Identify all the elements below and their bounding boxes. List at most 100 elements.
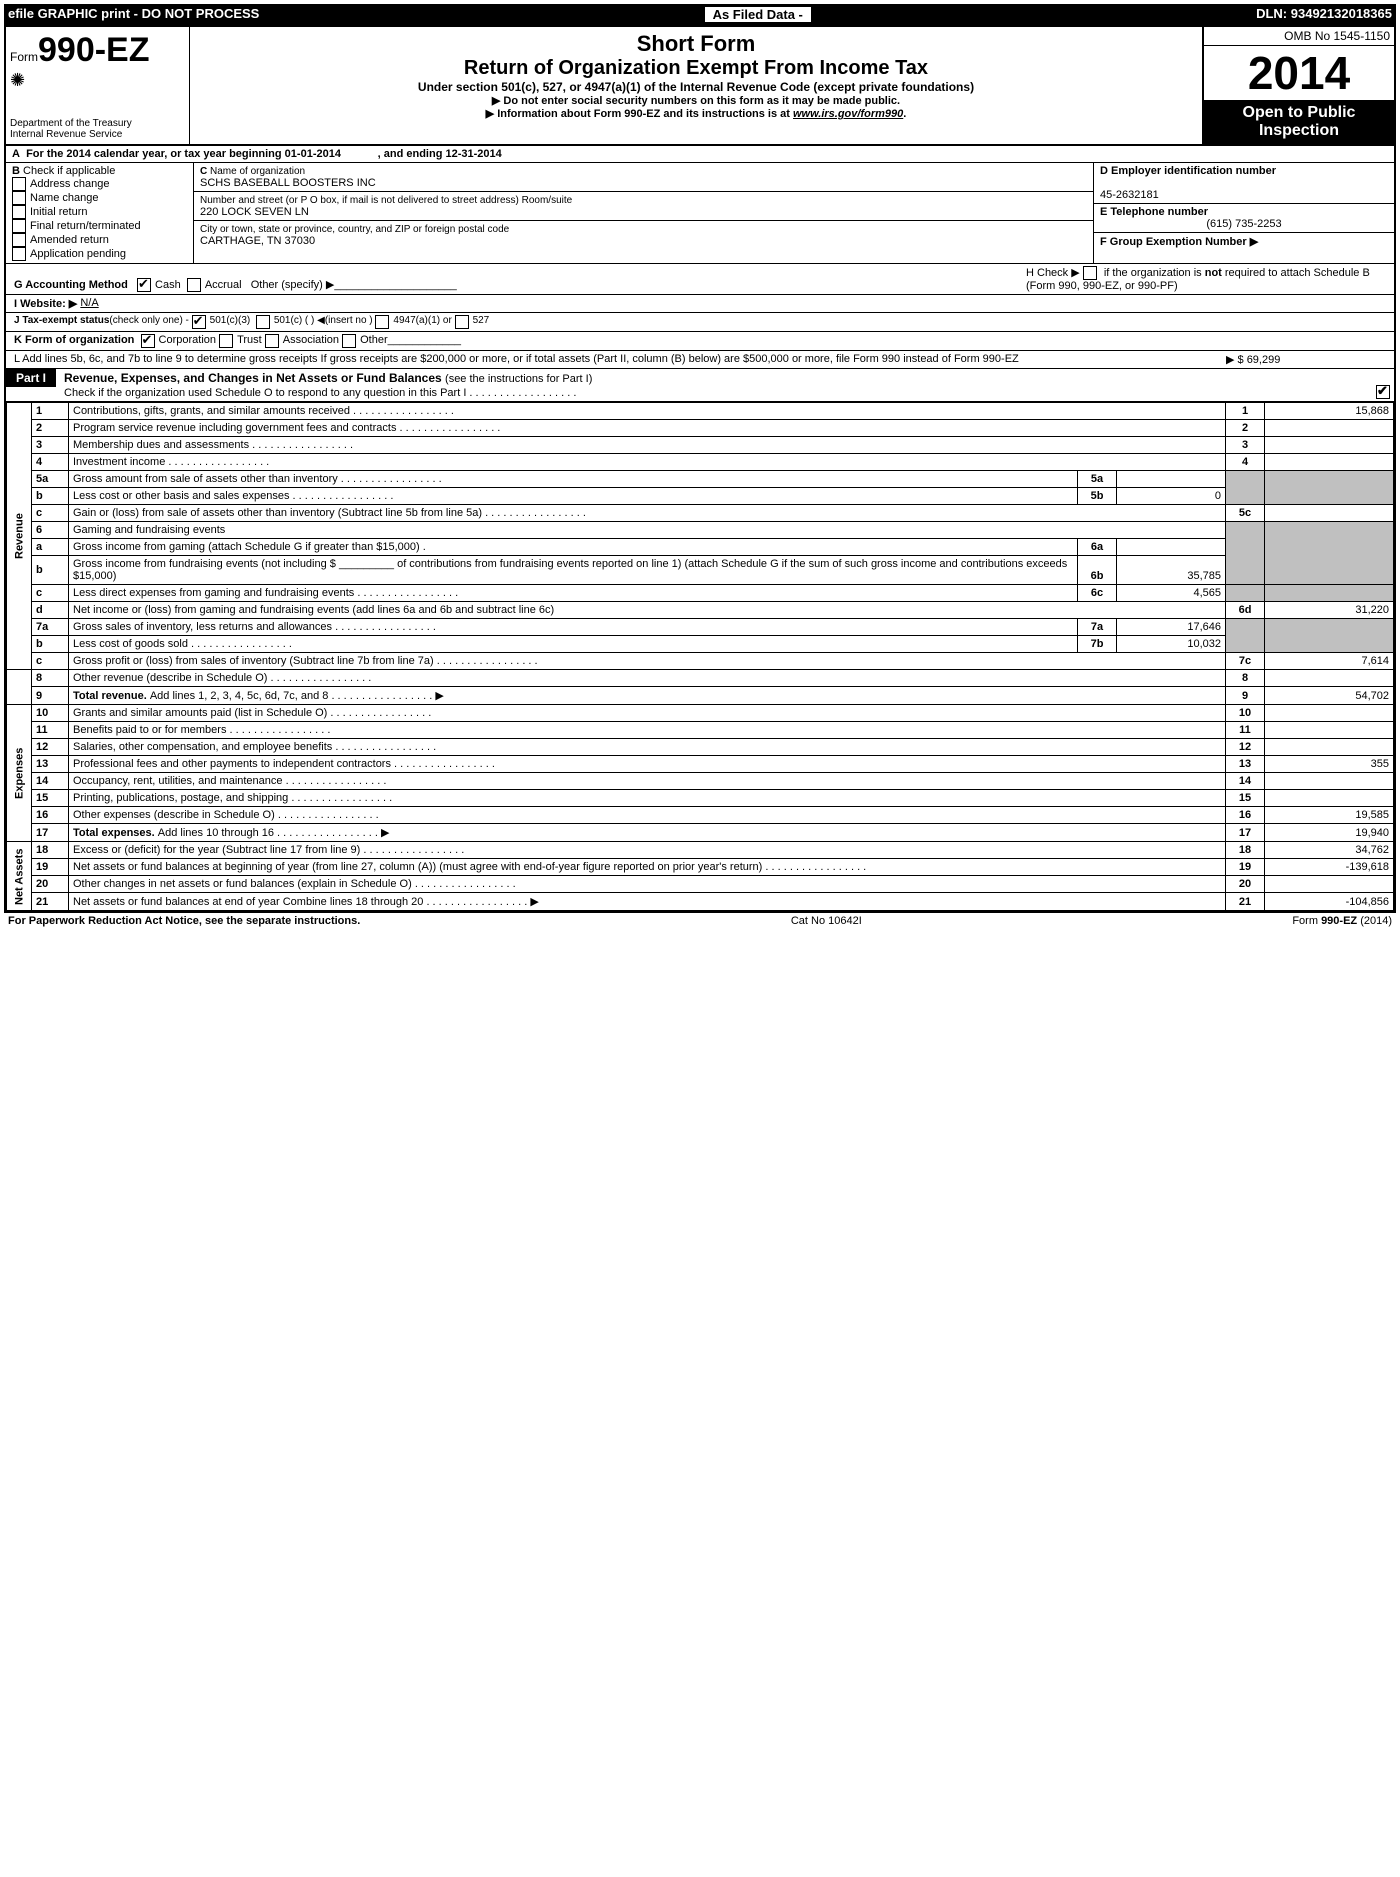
line1-value: 15,868: [1265, 403, 1394, 420]
line7c-value: 7,614: [1265, 653, 1394, 670]
footer-center: Cat No 10642I: [791, 915, 862, 927]
main-title: Return of Organization Exempt From Incom…: [196, 57, 1196, 80]
line8-value: [1265, 670, 1394, 687]
org-info-row: B Check if applicable Address change Nam…: [6, 163, 1394, 264]
gross-receipts-amount: ▶ $ 69,299: [1226, 353, 1386, 366]
part1-header: Part I Revenue, Expenses, and Changes in…: [6, 369, 1394, 402]
phone-value: (615) 735-2253: [1100, 218, 1388, 230]
line9-value: 54,702: [1265, 687, 1394, 705]
open-inspection: Open to PublicInspection: [1204, 100, 1394, 144]
ein-value: 45-2632181: [1100, 189, 1159, 201]
line4-value: [1265, 454, 1394, 471]
part1-sched-o: Check if the organization used Schedule …: [64, 387, 576, 399]
line12-value: [1265, 739, 1394, 756]
website-value: N/A: [80, 297, 98, 310]
line5a-value: [1117, 471, 1226, 488]
form-container: Form990-EZ ✺ Department of the Treasury …: [4, 25, 1396, 913]
org-name: SCHS BASEBALL BOOSTERS INC: [200, 177, 376, 189]
chk-trust[interactable]: [219, 334, 233, 348]
box-b: B Check if applicable Address change Nam…: [6, 163, 194, 263]
chk-application-pending[interactable]: [12, 247, 26, 261]
line6b-value: 35,785: [1117, 556, 1226, 585]
gross-receipts-text: L Add lines 5b, 6c, and 7b to line 9 to …: [14, 353, 1226, 366]
h-check-label: H Check ▶: [1026, 267, 1080, 279]
dept-treasury: Department of the Treasury: [10, 118, 185, 129]
chk-schedule-b-not-required[interactable]: [1083, 266, 1097, 280]
line20-value: [1265, 876, 1394, 893]
total-revenue-label: Total revenue.: [73, 690, 150, 702]
group-exemption-label: F Group Exemption Number ▶: [1100, 236, 1258, 248]
part1-tab: Part I: [6, 369, 56, 387]
topbar-left: efile GRAPHIC print - DO NOT PROCESS: [8, 6, 259, 23]
footer: For Paperwork Reduction Act Notice, see …: [4, 913, 1396, 929]
chk-501c[interactable]: [256, 315, 270, 329]
box-c-label: C: [200, 166, 207, 177]
gross-receipts-row: L Add lines 5b, 6c, and 7b to line 9 to …: [6, 351, 1394, 369]
tax-year-end: , and ending 12-31-2014: [378, 148, 502, 160]
irs-form990-link[interactable]: www.irs.gov/form990: [793, 108, 903, 120]
form-code: 990-EZ: [38, 31, 150, 69]
efile-topbar: efile GRAPHIC print - DO NOT PROCESS As …: [4, 4, 1396, 25]
chk-527[interactable]: [455, 315, 469, 329]
chk-address-change[interactable]: [12, 177, 26, 191]
instr-link-suffix: .: [903, 108, 906, 120]
chk-association[interactable]: [265, 334, 279, 348]
part1-title: Revenue, Expenses, and Changes in Net As…: [64, 371, 442, 385]
org-addr: 220 LOCK SEVEN LN: [200, 206, 309, 218]
g-h-row: G Accounting Method Cash Accrual Other (…: [6, 264, 1394, 295]
line13-value: 355: [1265, 756, 1394, 773]
instr-link-prefix: ▶ Information about Form 990-EZ and its …: [486, 108, 793, 120]
total-expenses-label: Total expenses.: [73, 827, 158, 839]
ein-label: D Employer identification number: [1100, 165, 1276, 177]
section-a-row: A For the 2014 calendar year, or tax yea…: [6, 146, 1394, 163]
chk-4947a1[interactable]: [375, 315, 389, 329]
box-b-label: B: [12, 165, 20, 177]
line7a-value: 17,646: [1117, 619, 1226, 636]
line19-value: -139,618: [1265, 859, 1394, 876]
line21-value: -104,856: [1265, 893, 1394, 911]
box-c: C Name of organization SCHS BASEBALL BOO…: [194, 163, 1093, 263]
line14-value: [1265, 773, 1394, 790]
accounting-other: Other (specify) ▶: [251, 279, 335, 291]
line7b-value: 10,032: [1117, 636, 1226, 653]
chk-initial-return[interactable]: [12, 205, 26, 219]
chk-corporation[interactable]: [141, 334, 155, 348]
chk-schedule-o-used[interactable]: [1376, 385, 1390, 399]
chk-name-change[interactable]: [12, 191, 26, 205]
line6a-value: [1117, 539, 1226, 556]
org-city: CARTHAGE, TN 37030: [200, 235, 315, 247]
topbar-right: DLN: 93492132018365: [1256, 6, 1392, 23]
chk-501c3[interactable]: [192, 315, 206, 329]
expenses-section-label: Expenses: [7, 705, 32, 842]
chk-accrual[interactable]: [187, 278, 201, 292]
org-addr-label: Number and street (or P O box, if mail i…: [200, 195, 572, 206]
dept-irs: Internal Revenue Service: [10, 129, 185, 140]
netassets-section-label: Net Assets: [7, 842, 32, 911]
line5c-value: [1265, 505, 1394, 522]
short-form-title: Short Form: [196, 31, 1196, 57]
line3-value: [1265, 437, 1394, 454]
chk-other-org[interactable]: [342, 334, 356, 348]
chk-amended-return[interactable]: [12, 233, 26, 247]
chk-cash[interactable]: [137, 278, 151, 292]
tax-year: 2014: [1204, 46, 1394, 100]
form-of-org-label: K Form of organization: [14, 334, 134, 348]
phone-label: E Telephone number: [1100, 206, 1208, 218]
footer-right: Form 990-EZ (2014): [1292, 915, 1392, 927]
website-row: I Website: ▶ N/A: [6, 295, 1394, 313]
chk-final-return[interactable]: [12, 219, 26, 233]
line6d-value: 31,220: [1265, 602, 1394, 619]
footer-left: For Paperwork Reduction Act Notice, see …: [8, 915, 360, 927]
omb-number: OMB No 1545-1150: [1204, 27, 1394, 46]
line2-value: [1265, 420, 1394, 437]
line16-value: 19,585: [1265, 807, 1394, 824]
line6c-value: 4,565: [1117, 585, 1226, 602]
part1-table: Revenue 1 Contributions, gifts, grants, …: [6, 402, 1394, 911]
form-header: Form990-EZ ✺ Department of the Treasury …: [6, 27, 1394, 146]
revenue-section-label: Revenue: [7, 403, 32, 670]
form-prefix: Form: [10, 50, 38, 64]
line18-value: 34,762: [1265, 842, 1394, 859]
instr-ssn: ▶ Do not enter social security numbers o…: [196, 94, 1196, 107]
line10-value: [1265, 705, 1394, 722]
org-name-label: Name of organization: [210, 166, 305, 177]
